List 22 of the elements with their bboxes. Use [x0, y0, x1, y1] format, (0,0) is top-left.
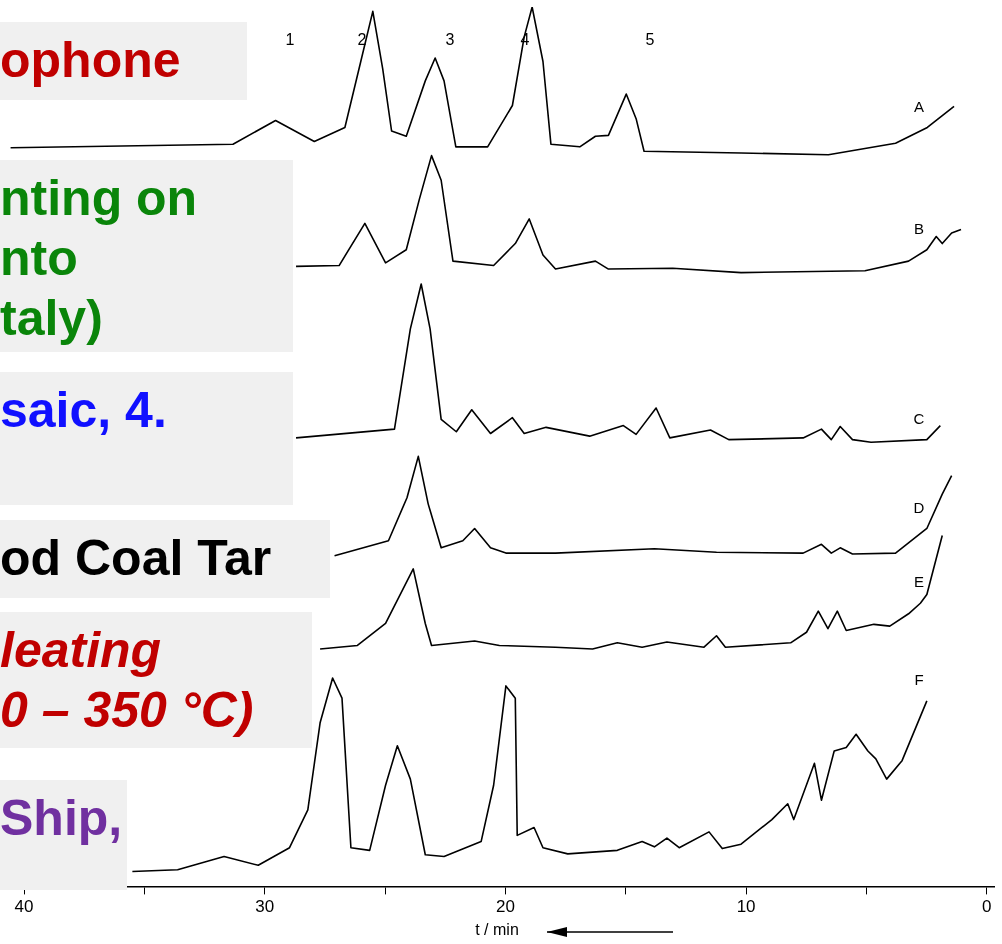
annotation: 1 — [284, 30, 296, 50]
x-tick-label: 0 — [982, 897, 992, 917]
series-label: B — [913, 219, 925, 237]
label-panel: nting on nto taly) — [0, 160, 293, 352]
x-tick-label: 10 — [736, 897, 756, 917]
annotation: 3 — [444, 30, 456, 50]
x-tick-label: 20 — [495, 897, 515, 917]
x-tick-label: 30 — [255, 897, 275, 917]
label-panel: ophone — [0, 22, 247, 100]
series-label: C — [913, 409, 925, 427]
label-panel: Ship, — [0, 780, 127, 890]
series-label: A — [913, 97, 925, 115]
x-axis-title: t / min — [475, 920, 519, 938]
series-label: F — [914, 670, 924, 688]
label-panel: saic, 4. — [0, 372, 293, 505]
x-tick-label: 40 — [14, 897, 34, 917]
label-panel: od Coal Tar — [0, 520, 330, 598]
annotation: 5 — [644, 30, 656, 50]
series-label: D — [913, 498, 925, 516]
series-label: E — [913, 573, 925, 591]
annotation: 2 — [356, 30, 368, 50]
label-panel: leating 0 – 350 °C) — [0, 612, 312, 748]
